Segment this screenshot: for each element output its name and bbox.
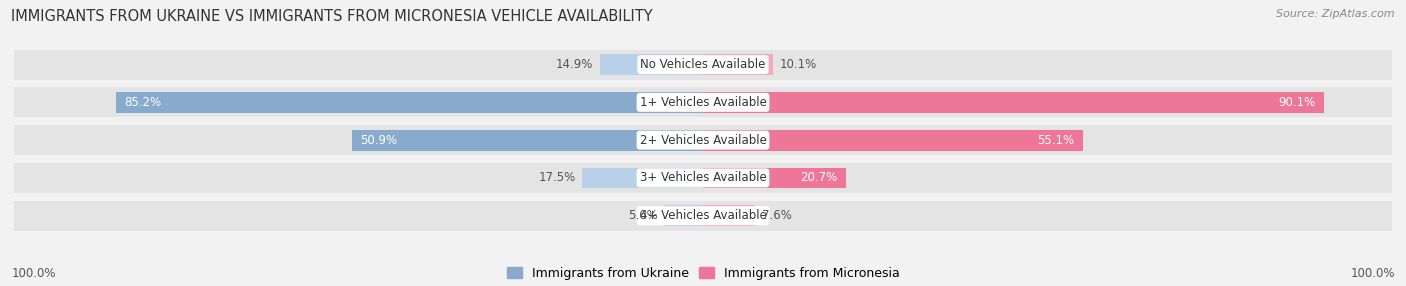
Bar xyxy=(14,125,1392,155)
Bar xyxy=(14,201,1392,231)
Text: 17.5%: 17.5% xyxy=(538,171,575,184)
Text: No Vehicles Available: No Vehicles Available xyxy=(640,58,766,71)
Bar xyxy=(703,168,845,188)
Text: 55.1%: 55.1% xyxy=(1038,134,1074,147)
Text: 1+ Vehicles Available: 1+ Vehicles Available xyxy=(640,96,766,109)
Text: 3+ Vehicles Available: 3+ Vehicles Available xyxy=(640,171,766,184)
Text: IMMIGRANTS FROM UKRAINE VS IMMIGRANTS FROM MICRONESIA VEHICLE AVAILABILITY: IMMIGRANTS FROM UKRAINE VS IMMIGRANTS FR… xyxy=(11,9,652,23)
Bar xyxy=(665,205,703,226)
Legend: Immigrants from Ukraine, Immigrants from Micronesia: Immigrants from Ukraine, Immigrants from… xyxy=(506,267,900,280)
Bar xyxy=(14,50,1392,80)
Text: 20.7%: 20.7% xyxy=(800,171,838,184)
Text: 90.1%: 90.1% xyxy=(1278,96,1316,109)
Text: 7.6%: 7.6% xyxy=(762,209,792,222)
Bar xyxy=(600,54,703,75)
Text: 10.1%: 10.1% xyxy=(779,58,817,71)
Text: 85.2%: 85.2% xyxy=(124,96,162,109)
Text: 4+ Vehicles Available: 4+ Vehicles Available xyxy=(640,209,766,222)
Text: 100.0%: 100.0% xyxy=(11,267,56,280)
Bar xyxy=(703,205,755,226)
Text: 2+ Vehicles Available: 2+ Vehicles Available xyxy=(640,134,766,147)
Bar xyxy=(703,130,1083,150)
Bar xyxy=(14,163,1392,193)
Bar xyxy=(703,54,772,75)
Text: Source: ZipAtlas.com: Source: ZipAtlas.com xyxy=(1277,9,1395,19)
Text: 5.6%: 5.6% xyxy=(628,209,658,222)
Text: 50.9%: 50.9% xyxy=(360,134,398,147)
Text: 14.9%: 14.9% xyxy=(557,58,593,71)
Bar xyxy=(117,92,703,113)
Bar xyxy=(353,130,703,150)
Bar xyxy=(582,168,703,188)
Bar xyxy=(14,88,1392,117)
Text: 100.0%: 100.0% xyxy=(1350,267,1395,280)
Bar xyxy=(703,92,1323,113)
